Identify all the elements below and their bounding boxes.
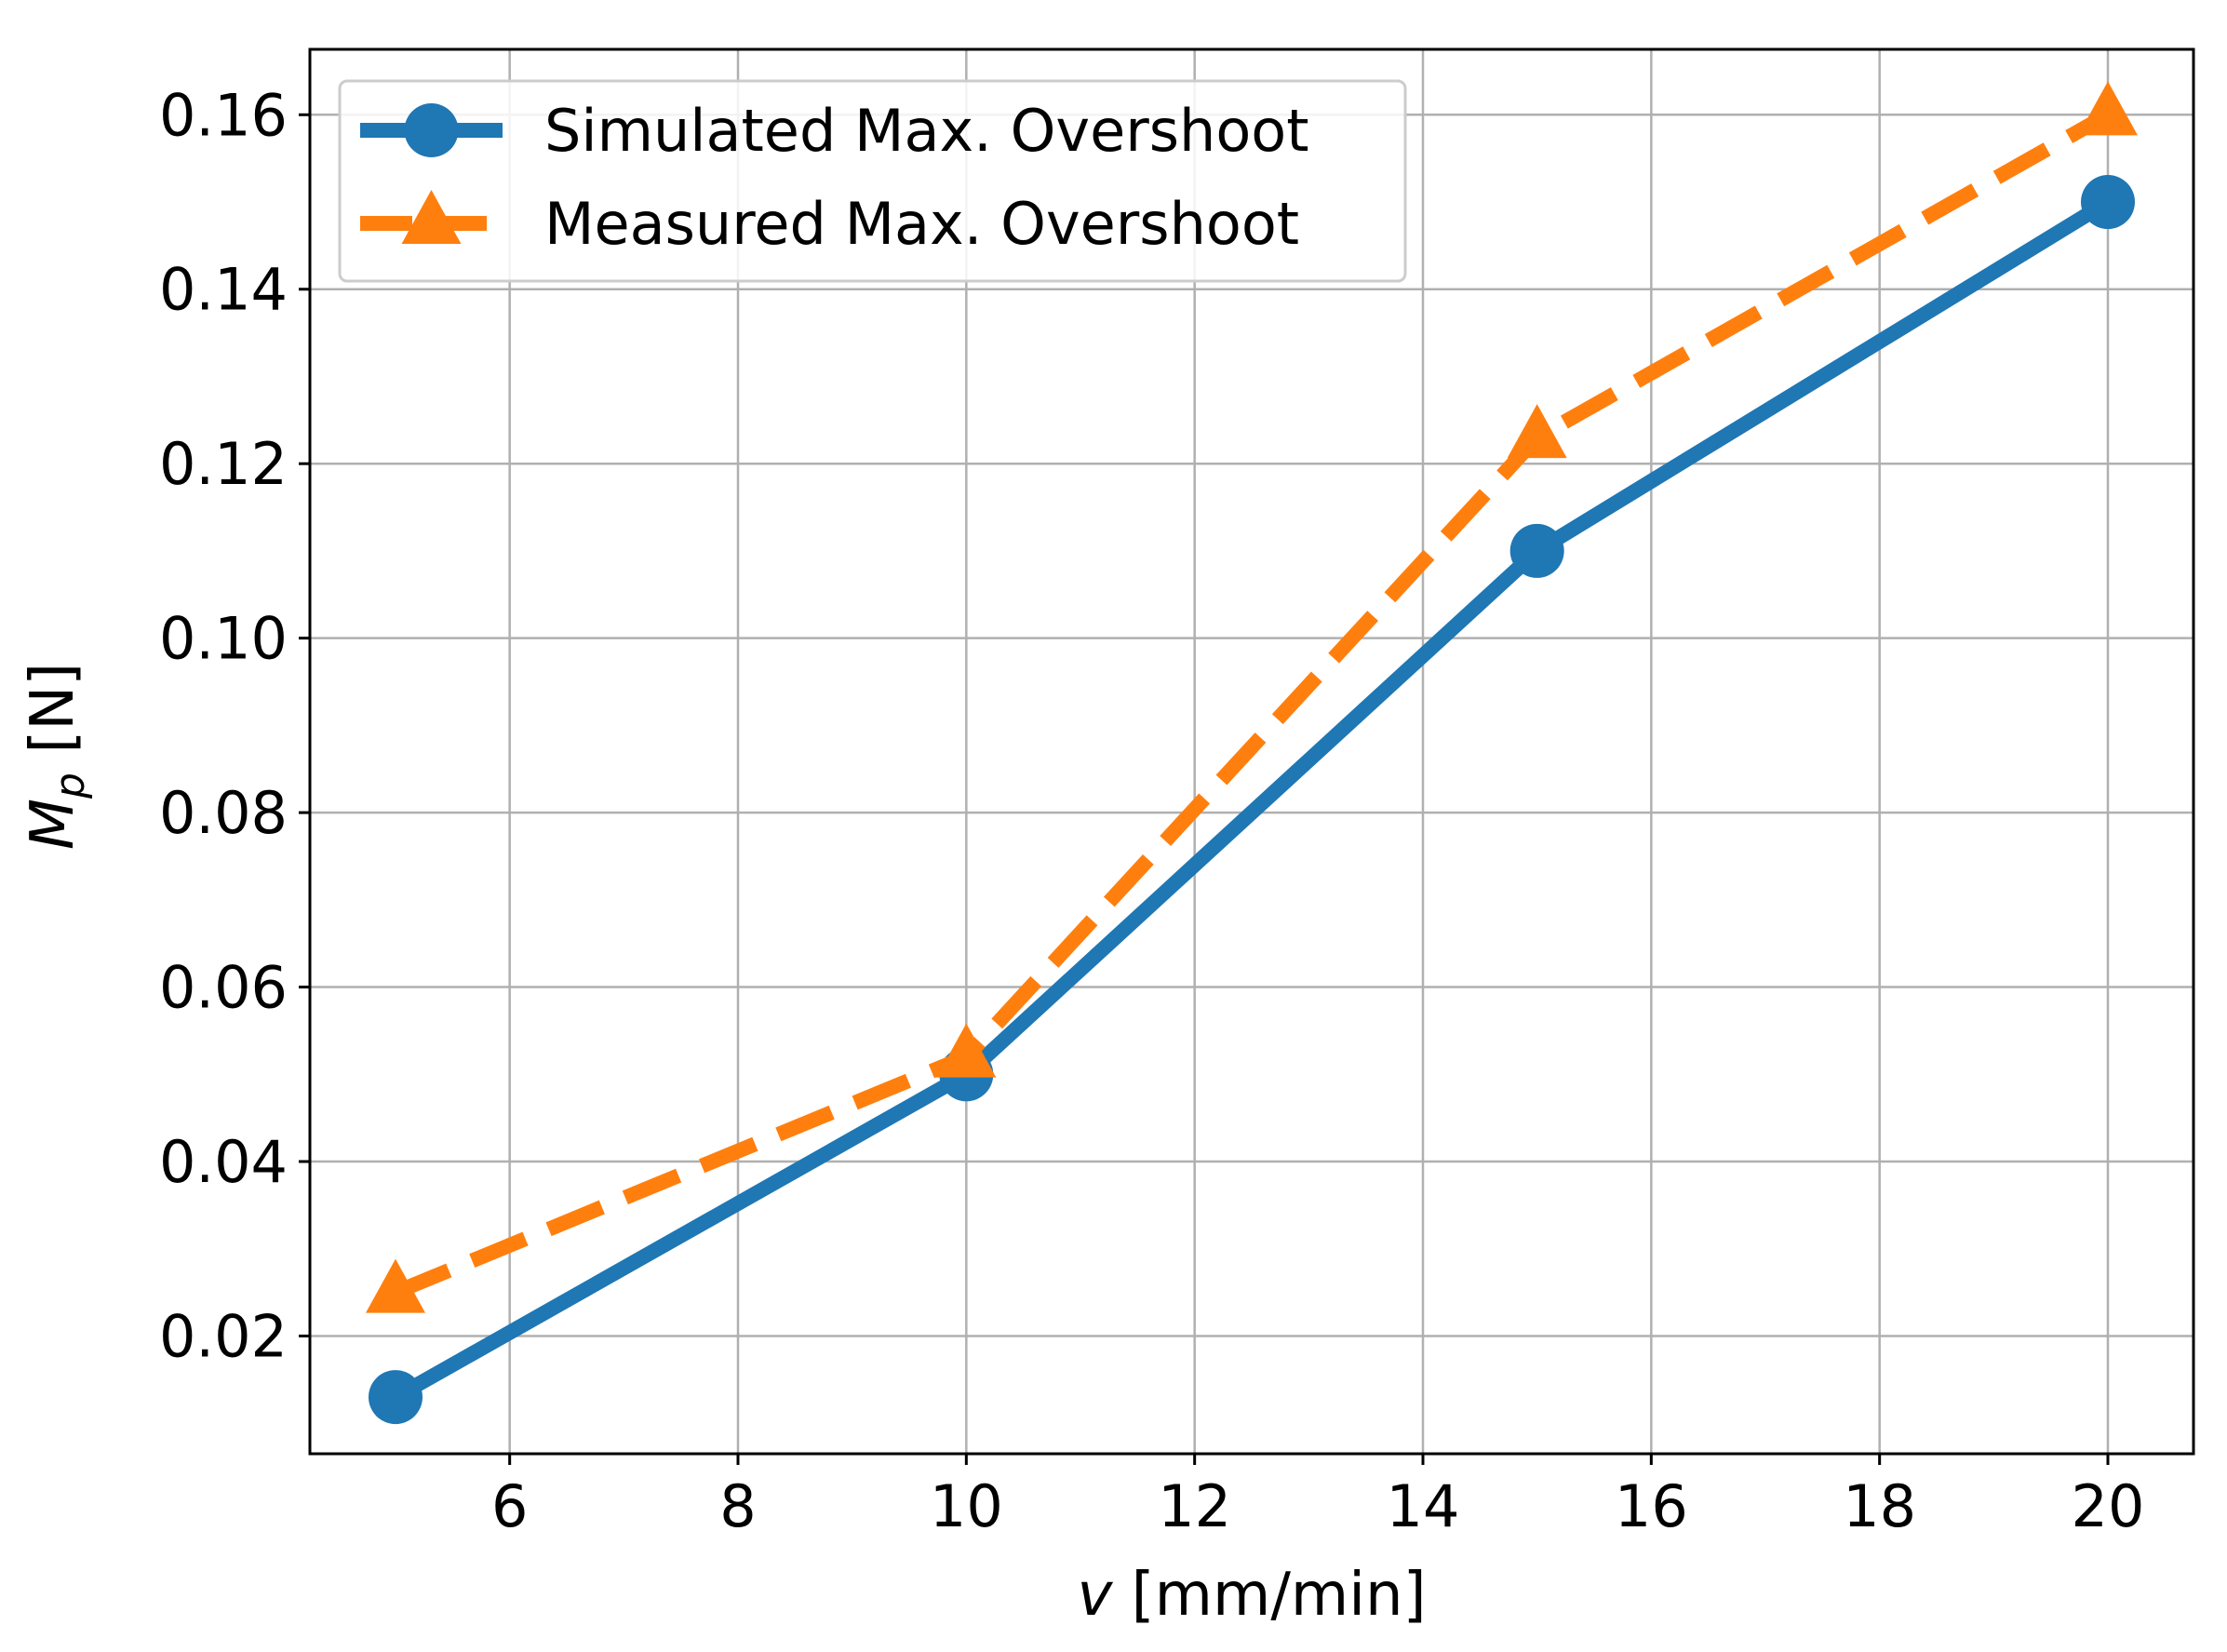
series-line bbox=[392, 108, 2112, 1300]
y-axis-label-unit: [N] bbox=[19, 663, 87, 772]
data-point bbox=[2078, 81, 2138, 136]
y-axis-label-symbol: M bbox=[19, 799, 87, 850]
legend-box bbox=[338, 79, 1407, 283]
data-point bbox=[1509, 523, 1564, 578]
legend-entry: Simulated Max. Overshoot bbox=[360, 97, 1309, 165]
y-tick-label: 0.14 bbox=[159, 256, 288, 324]
y-tick-label: 0.06 bbox=[159, 954, 288, 1022]
series bbox=[366, 81, 2138, 1425]
legend-label: Measured Max. Overshoot bbox=[544, 190, 1299, 258]
x-tick-label: 6 bbox=[491, 1472, 528, 1540]
x-tick-label: 12 bbox=[1158, 1472, 1231, 1540]
legend-marker bbox=[404, 103, 459, 157]
data-point bbox=[936, 1023, 997, 1078]
data-point bbox=[366, 1258, 425, 1313]
legend-label: Simulated Max. Overshoot bbox=[544, 97, 1309, 165]
x-tick-label: 16 bbox=[1615, 1472, 1688, 1540]
data-point bbox=[2081, 175, 2135, 230]
data-point bbox=[1507, 404, 1567, 459]
plot-frame bbox=[308, 47, 2195, 1456]
ticks: 6 8 10 12 14 16 18 20 0.02 0.04 0.06 0.08 0.10 0.12 0.… bbox=[159, 81, 2145, 1540]
x-axis-label-unit: [mm/min] bbox=[1112, 1561, 1426, 1630]
y-axis-label: Mp [N] bbox=[19, 663, 94, 850]
series-line bbox=[388, 195, 2115, 1405]
y-tick-label: 0.08 bbox=[159, 779, 288, 847]
x-tick-label: 18 bbox=[1843, 1472, 1916, 1540]
x-tick-label: 10 bbox=[930, 1472, 1003, 1540]
y-tick-label: 0.02 bbox=[159, 1302, 288, 1370]
data-point bbox=[369, 1370, 423, 1425]
x-axis-label: v [mm/min] bbox=[1077, 1561, 1426, 1630]
legend-marker bbox=[401, 190, 462, 245]
y-axis-label-subscript: p bbox=[47, 772, 94, 799]
legend: Simulated Max. Overshoot Measured Max. Ov… bbox=[338, 79, 1407, 283]
x-tick-label: 14 bbox=[1387, 1472, 1460, 1540]
y-tick-label: 0.16 bbox=[159, 81, 288, 149]
y-tick-label: 0.12 bbox=[159, 430, 288, 498]
x-tick-label: 8 bbox=[719, 1472, 756, 1540]
x-axis-label-symbol: v bbox=[1077, 1561, 1113, 1630]
y-tick-label: 0.04 bbox=[159, 1128, 288, 1196]
series-measured bbox=[366, 81, 2138, 1313]
grid bbox=[310, 49, 2193, 1454]
y-tick-label: 0.10 bbox=[159, 605, 288, 673]
legend-entry: Measured Max. Overshoot bbox=[360, 190, 1299, 258]
x-tick-label: 20 bbox=[2072, 1472, 2145, 1540]
series-simulated bbox=[369, 175, 2135, 1425]
